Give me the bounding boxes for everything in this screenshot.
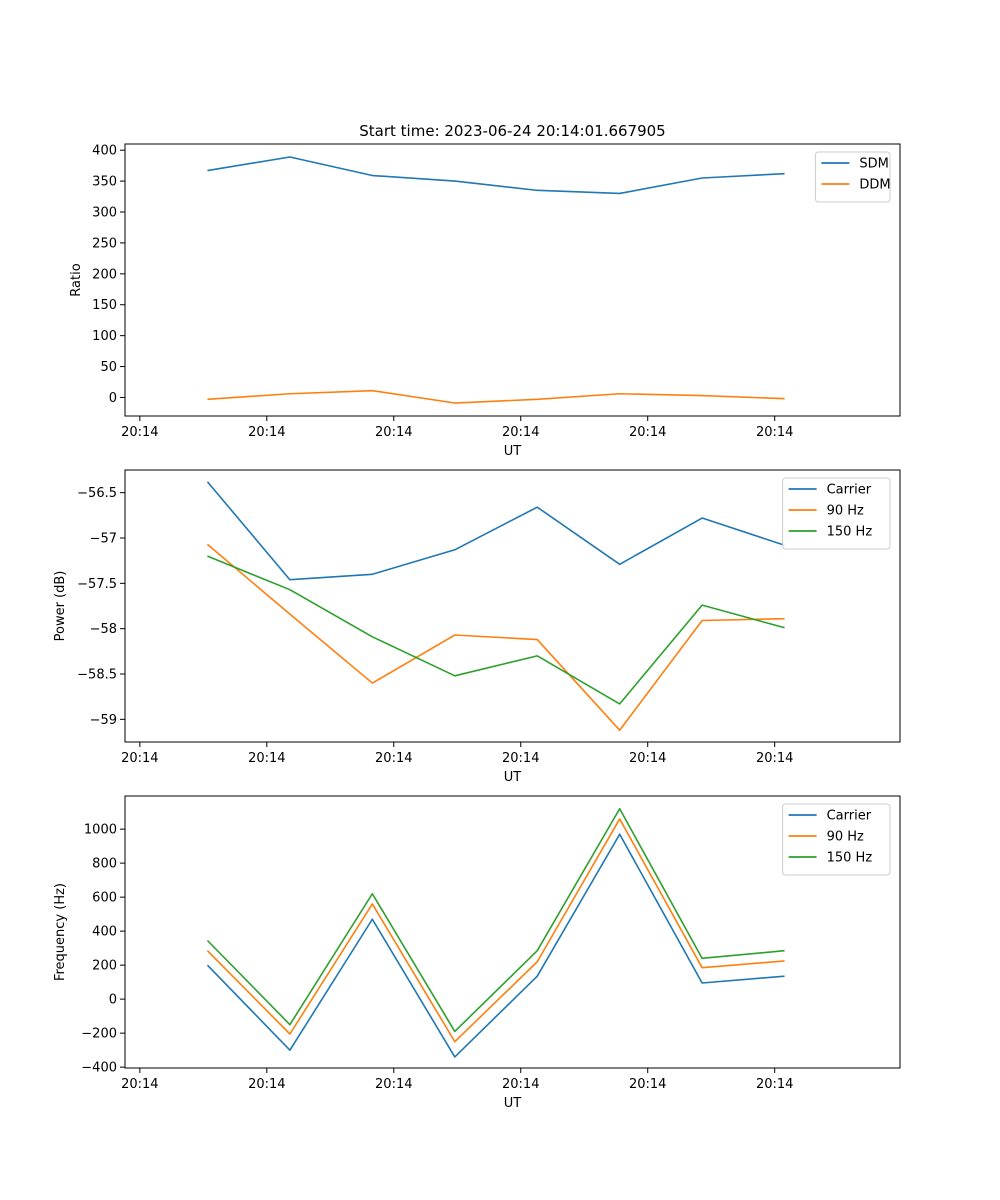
x-tick-label: 20:14 xyxy=(756,1077,793,1092)
legend: Carrier 90 Hz 150 Hz xyxy=(782,803,891,876)
plot-frame xyxy=(124,469,901,743)
chart-panel-3: 20:14 20:14 20:14 20:14 20:14 20:14 −400 −200 0 2… xyxy=(53,795,901,1111)
x-tick-label: 20:14 xyxy=(375,751,412,766)
series-line-150-hz xyxy=(206,807,785,1033)
x-axis-label: UT xyxy=(504,1096,522,1111)
y-tick-label: 0 xyxy=(109,391,117,406)
x-tick-label: 20:14 xyxy=(629,1077,666,1092)
legend: SDM DDM xyxy=(814,151,891,203)
x-tick-label: 20:14 xyxy=(629,425,666,440)
series-line-carrier xyxy=(206,481,785,581)
y-axis-label: Frequency (Hz) xyxy=(53,883,68,981)
y-tick-label: 800 xyxy=(92,857,117,872)
x-tick-label: 20:14 xyxy=(248,1077,285,1092)
y-tick-label: −57.5 xyxy=(77,577,117,592)
series-line-90-hz xyxy=(206,543,785,732)
x-tick-label: 20:14 xyxy=(248,425,285,440)
legend-box xyxy=(814,151,891,203)
y-tick-label: 400 xyxy=(92,925,117,940)
chart-panels: 20:14 20:14 20:14 20:14 20:14 20:14 0 50 100 150 2… xyxy=(53,143,901,1111)
series-line-carrier xyxy=(206,833,785,1058)
y-tick-label: 350 xyxy=(92,175,117,190)
y-tick-label: 1000 xyxy=(84,823,117,838)
y-tick-label: −400 xyxy=(81,1061,117,1076)
series-line-150-hz xyxy=(207,555,785,705)
x-tick-label: 20:14 xyxy=(756,751,793,766)
y-tick-label: 200 xyxy=(92,959,117,974)
x-tick-label: 20:14 xyxy=(629,751,666,766)
y-tick-label: 0 xyxy=(109,993,117,1008)
series-line-90-hz xyxy=(206,818,785,1043)
y-tick-label: −58.5 xyxy=(77,668,117,683)
legend-label: Carrier xyxy=(827,483,872,498)
y-axis-label: Power (dB) xyxy=(53,571,68,642)
x-tick-label: 20:14 xyxy=(502,425,539,440)
legend-label: 150 Hz xyxy=(827,851,873,866)
legend-label: 90 Hz xyxy=(827,830,864,845)
legend-label: 90 Hz xyxy=(827,504,864,519)
x-tick-label: 20:14 xyxy=(121,425,158,440)
y-tick-label: 400 xyxy=(92,144,117,159)
x-tick-label: 20:14 xyxy=(502,1077,539,1092)
x-axis-label: UT xyxy=(504,770,522,785)
y-tick-label: −56.5 xyxy=(77,486,117,501)
plot-frame xyxy=(124,795,901,1069)
y-tick-label: 50 xyxy=(100,360,117,375)
x-tick-label: 20:14 xyxy=(375,1077,412,1092)
y-tick-label: 200 xyxy=(92,267,117,282)
x-tick-label: 20:14 xyxy=(121,1077,158,1092)
y-tick-label: 100 xyxy=(92,329,117,344)
y-tick-label: −58 xyxy=(90,622,117,637)
chart-panel-1: 20:14 20:14 20:14 20:14 20:14 20:14 0 50 100 150 2… xyxy=(69,143,901,459)
x-axis-label: UT xyxy=(504,444,522,459)
x-tick-label: 20:14 xyxy=(248,751,285,766)
x-tick-label: 20:14 xyxy=(756,425,793,440)
y-tick-label: 600 xyxy=(92,891,117,906)
y-tick-label: 250 xyxy=(92,236,117,251)
y-tick-label: 300 xyxy=(92,206,117,221)
series-line-sdm xyxy=(207,156,785,195)
x-tick-label: 20:14 xyxy=(502,751,539,766)
x-tick-label: 20:14 xyxy=(121,751,158,766)
y-axis-label: Ratio xyxy=(69,263,84,296)
legend-label: Carrier xyxy=(827,809,872,824)
series-line-ddm xyxy=(207,389,785,404)
figure-title: Start time: 2023-06-24 20:14:01.667905 xyxy=(359,122,665,140)
legend: Carrier 90 Hz 150 Hz xyxy=(782,477,891,550)
y-tick-label: −57 xyxy=(90,532,117,547)
legend-label: 150 Hz xyxy=(827,525,873,540)
legend-label: SDM xyxy=(859,157,888,172)
y-tick-label: −200 xyxy=(81,1027,117,1042)
y-tick-label: −59 xyxy=(90,713,117,728)
y-tick-label: 150 xyxy=(92,298,117,313)
plot-frame xyxy=(124,143,901,417)
chart-panel-2: 20:14 20:14 20:14 20:14 20:14 20:14 −59 −58.5 −5… xyxy=(53,469,901,785)
legend-label: DDM xyxy=(859,178,890,193)
x-tick-label: 20:14 xyxy=(375,425,412,440)
